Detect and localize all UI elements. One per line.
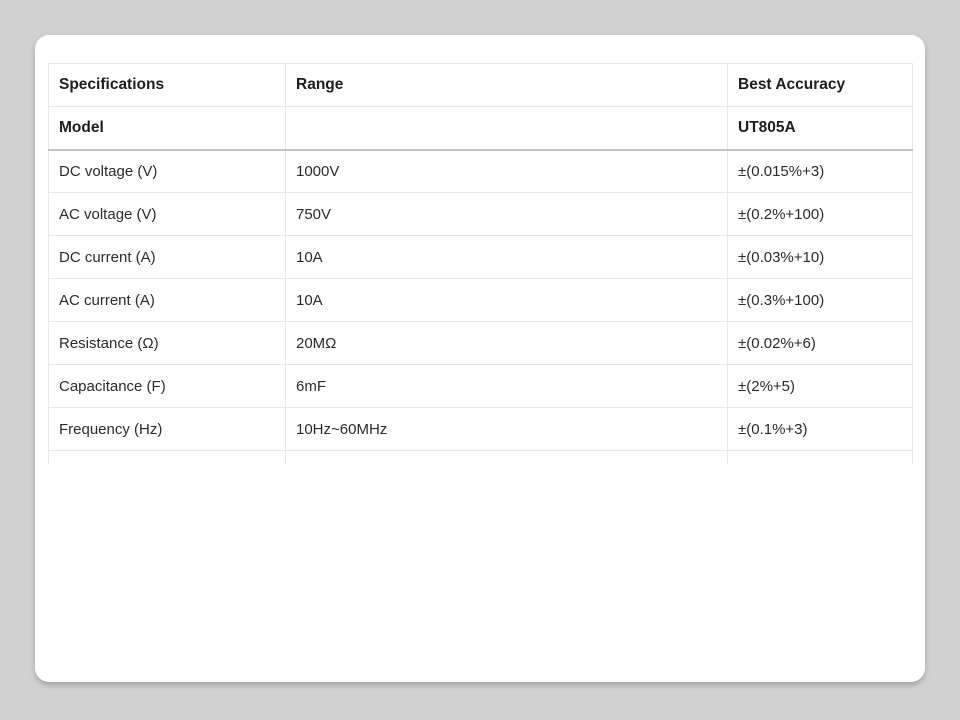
accuracy-cell: ±(0.1%+3) — [727, 407, 913, 451]
range-cell: 10A — [285, 278, 728, 322]
range-cell: 6mF — [285, 364, 728, 408]
spec-cell: DC voltage (V) — [48, 149, 286, 193]
table-row: AC current (A) 10A ±(0.3%+100) — [48, 278, 913, 322]
accuracy-cell: ±(0.03%+10) — [727, 235, 913, 279]
accuracy-cell: ±(0.02%+6) — [727, 321, 913, 365]
column-header-specifications: Specifications — [48, 63, 286, 107]
range-cell: 750V — [285, 192, 728, 236]
range-cell — [285, 450, 728, 464]
spec-cell: Resistance (Ω) — [48, 321, 286, 365]
accuracy-cell: ±(2%+5) — [727, 364, 913, 408]
column-header-best-accuracy: Best Accuracy — [727, 63, 913, 107]
table-row: DC voltage (V) 1000V ±(0.015%+3) — [48, 149, 913, 193]
model-value-cell: UT805A — [727, 106, 913, 151]
range-cell: 20MΩ — [285, 321, 728, 365]
range-cell: 1000V — [285, 149, 728, 193]
spec-table: Specifications Range Best Accuracy Model… — [48, 63, 913, 464]
accuracy-cell: ±(0.2%+100) — [727, 192, 913, 236]
accuracy-cell: ±(0.3%+100) — [727, 278, 913, 322]
spec-cell: Capacitance (F) — [48, 364, 286, 408]
table-row: DC current (A) 10A ±(0.03%+10) — [48, 235, 913, 279]
column-header-range: Range — [285, 63, 728, 107]
table-row: Frequency (Hz) 10Hz~60MHz ±(0.1%+3) — [48, 407, 913, 451]
spec-table-container: Specifications Range Best Accuracy Model… — [48, 63, 914, 464]
spec-cell: Frequency (Hz) — [48, 407, 286, 451]
model-range-cell — [285, 106, 728, 151]
model-row: Model UT805A — [48, 106, 913, 151]
spec-cell: AC voltage (V) — [48, 192, 286, 236]
spec-cell: DC current (A) — [48, 235, 286, 279]
range-cell: 10A — [285, 235, 728, 279]
table-row: Capacitance (F) 6mF ±(2%+5) — [48, 364, 913, 408]
table-row: Resistance (Ω) 20MΩ ±(0.02%+6) — [48, 321, 913, 365]
table-header-row: Specifications Range Best Accuracy — [48, 63, 913, 107]
spec-cell: AC current (A) — [48, 278, 286, 322]
table-row-clipped — [48, 450, 913, 464]
accuracy-cell: ±(0.015%+3) — [727, 149, 913, 193]
spec-cell — [48, 450, 286, 464]
table-row: AC voltage (V) 750V ±(0.2%+100) — [48, 192, 913, 236]
content-card: Specifications Range Best Accuracy Model… — [35, 35, 925, 682]
accuracy-cell — [727, 450, 913, 464]
range-cell: 10Hz~60MHz — [285, 407, 728, 451]
model-label-cell: Model — [48, 106, 286, 151]
